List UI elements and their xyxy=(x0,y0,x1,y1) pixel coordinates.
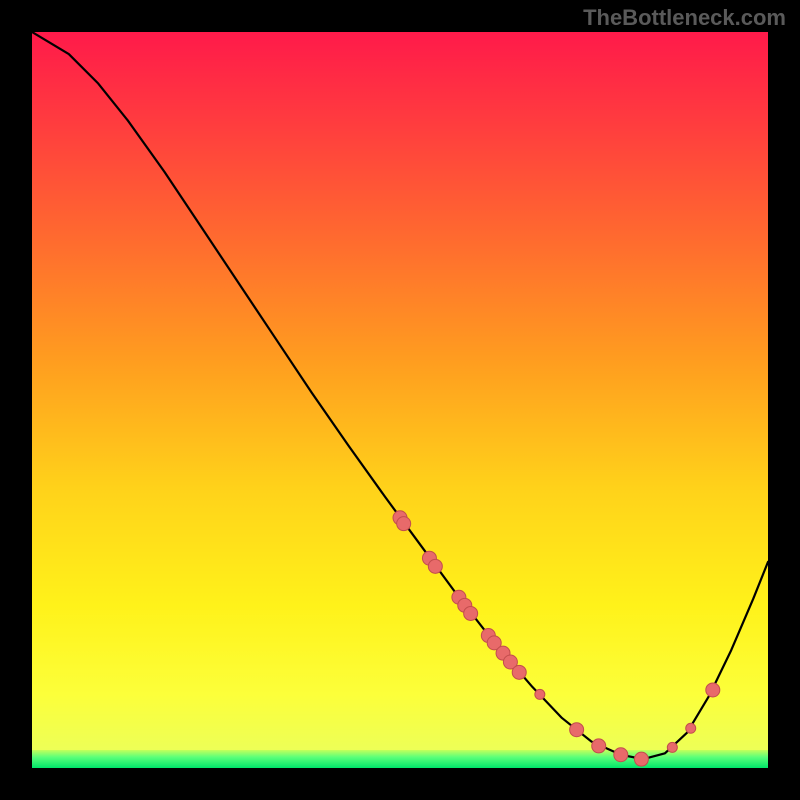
watermark-text: TheBottleneck.com xyxy=(583,5,786,31)
curve-line xyxy=(32,32,768,759)
data-marker xyxy=(686,723,696,733)
data-marker xyxy=(512,665,526,679)
data-marker xyxy=(614,748,628,762)
data-marker xyxy=(667,742,677,752)
data-marker xyxy=(535,689,545,699)
data-marker xyxy=(428,559,442,573)
plot-area xyxy=(32,32,768,768)
data-marker xyxy=(570,723,584,737)
data-marker xyxy=(397,517,411,531)
data-marker xyxy=(634,752,648,766)
data-marker xyxy=(592,739,606,753)
chart-frame: TheBottleneck.com xyxy=(0,0,800,800)
data-marker xyxy=(706,683,720,697)
chart-svg xyxy=(32,32,768,768)
data-marker xyxy=(464,606,478,620)
